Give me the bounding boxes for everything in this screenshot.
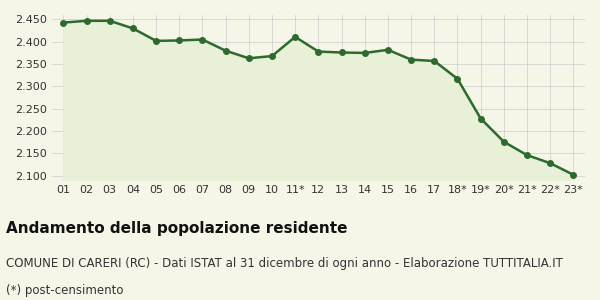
Text: Andamento della popolazione residente: Andamento della popolazione residente (6, 220, 347, 236)
Text: COMUNE DI CARERI (RC) - Dati ISTAT al 31 dicembre di ogni anno - Elaborazione TU: COMUNE DI CARERI (RC) - Dati ISTAT al 31… (6, 257, 563, 270)
Text: (*) post-censimento: (*) post-censimento (6, 284, 124, 297)
